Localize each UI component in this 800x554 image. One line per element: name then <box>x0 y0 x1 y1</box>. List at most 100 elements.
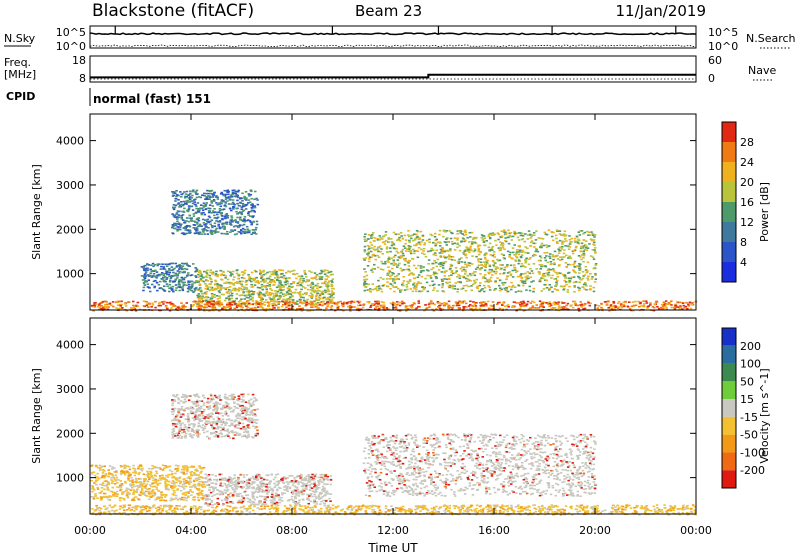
heatmap-cell <box>146 267 149 270</box>
heatmap-cell <box>468 247 472 249</box>
heatmap-cell <box>492 270 495 273</box>
heatmap-cell <box>420 248 423 251</box>
heatmap-cell <box>187 476 191 478</box>
heatmap-cell <box>327 285 330 287</box>
heatmap-cell <box>392 231 396 234</box>
heatmap-cell <box>471 242 474 245</box>
heatmap-cell <box>488 278 491 281</box>
heatmap-cell <box>544 259 547 262</box>
heatmap-cell <box>504 233 508 235</box>
heatmap-cell <box>182 200 186 203</box>
heatmap-cell <box>232 203 236 205</box>
heatmap-cell <box>535 248 538 251</box>
heatmap-cell <box>274 290 277 292</box>
heatmap-cell <box>177 307 181 309</box>
heatmap-cell <box>402 276 405 278</box>
heatmap-cell <box>265 308 268 310</box>
heatmap-cell <box>465 306 468 309</box>
heatmap-cell <box>369 241 372 244</box>
heatmap-cell <box>510 239 514 241</box>
heatmap-cell <box>164 493 168 496</box>
heatmap-cell <box>377 289 380 291</box>
heatmap-cell <box>200 274 204 276</box>
heatmap-cell <box>209 269 212 271</box>
heatmap-cell <box>424 277 427 280</box>
heatmap-cell <box>479 250 483 253</box>
heatmap-cell <box>687 305 690 307</box>
heatmap-cell <box>251 277 254 280</box>
heatmap-cell <box>500 230 503 232</box>
heatmap-cell <box>454 271 458 274</box>
heatmap-cell <box>534 242 537 245</box>
heatmap-cell <box>472 279 476 282</box>
heatmap-cell <box>412 302 416 304</box>
heatmap-cell <box>398 262 401 265</box>
heatmap-cell <box>660 307 664 310</box>
heatmap-cell <box>188 483 191 485</box>
heatmap-cell <box>403 258 406 261</box>
heatmap-cell <box>567 263 570 266</box>
heatmap-cell <box>439 242 442 244</box>
heatmap-cell <box>185 203 188 205</box>
heatmap-cell <box>200 489 204 492</box>
heatmap-cell <box>440 302 443 305</box>
heatmap-cell <box>96 476 100 479</box>
heatmap-cell <box>171 285 175 288</box>
heatmap-cell <box>163 272 166 275</box>
heatmap-cell <box>201 477 204 479</box>
heatmap-cell <box>177 214 181 216</box>
heatmap-cell <box>216 203 219 206</box>
heatmap-cell <box>193 201 196 203</box>
heatmap-cell <box>292 281 296 283</box>
heatmap-cell <box>499 246 502 249</box>
heatmap-cell <box>213 283 217 285</box>
heatmap-cell <box>237 277 240 280</box>
heatmap-cell <box>93 474 97 477</box>
heatmap-cell <box>577 239 581 242</box>
heatmap-cell <box>161 499 164 501</box>
heatmap-cell <box>205 196 208 199</box>
heatmap-cell <box>482 241 486 243</box>
heatmap-cell <box>201 424 205 426</box>
heatmap-cell <box>617 302 620 305</box>
heatmap-cell <box>146 306 150 308</box>
heatmap-cell <box>197 484 201 487</box>
heatmap-cell <box>183 221 186 224</box>
heatmap-cell <box>421 286 424 288</box>
heatmap-cell <box>145 304 149 307</box>
heatmap-cell <box>240 212 243 214</box>
heatmap-cell <box>189 480 192 482</box>
heatmap-cell <box>170 473 174 476</box>
heatmap-cell <box>523 240 526 243</box>
heatmap-cell <box>423 309 426 312</box>
heatmap-cell <box>321 293 324 295</box>
heatmap-cell <box>577 286 580 289</box>
heatmap-cell <box>371 267 375 270</box>
heatmap-cell <box>242 418 246 421</box>
heatmap-cell <box>471 304 474 307</box>
heatmap-cell <box>439 248 443 251</box>
heatmap-cell <box>427 250 430 253</box>
heatmap-cell <box>643 303 646 305</box>
heatmap-cell <box>462 252 466 254</box>
heatmap-cell <box>303 270 306 272</box>
heatmap-cell <box>634 304 638 307</box>
heatmap-cell <box>213 230 216 232</box>
heatmap-cell <box>279 296 282 298</box>
heatmap-cell <box>438 302 441 304</box>
heatmap-cell <box>162 477 165 479</box>
heatmap-cell <box>549 253 552 255</box>
heatmap-cell <box>408 235 411 238</box>
heatmap-cell <box>532 254 536 256</box>
heatmap-cell <box>236 282 239 284</box>
heatmap-cell <box>215 421 218 424</box>
heatmap-cell <box>104 307 107 309</box>
heatmap-cell <box>251 300 255 302</box>
heatmap-cell <box>158 302 161 305</box>
heatmap-cell <box>183 284 186 286</box>
heatmap-cell <box>404 260 407 262</box>
heatmap-cell <box>546 261 549 264</box>
heatmap-cell <box>474 307 478 309</box>
heatmap-cell <box>623 305 626 308</box>
heatmap-cell <box>580 305 584 307</box>
